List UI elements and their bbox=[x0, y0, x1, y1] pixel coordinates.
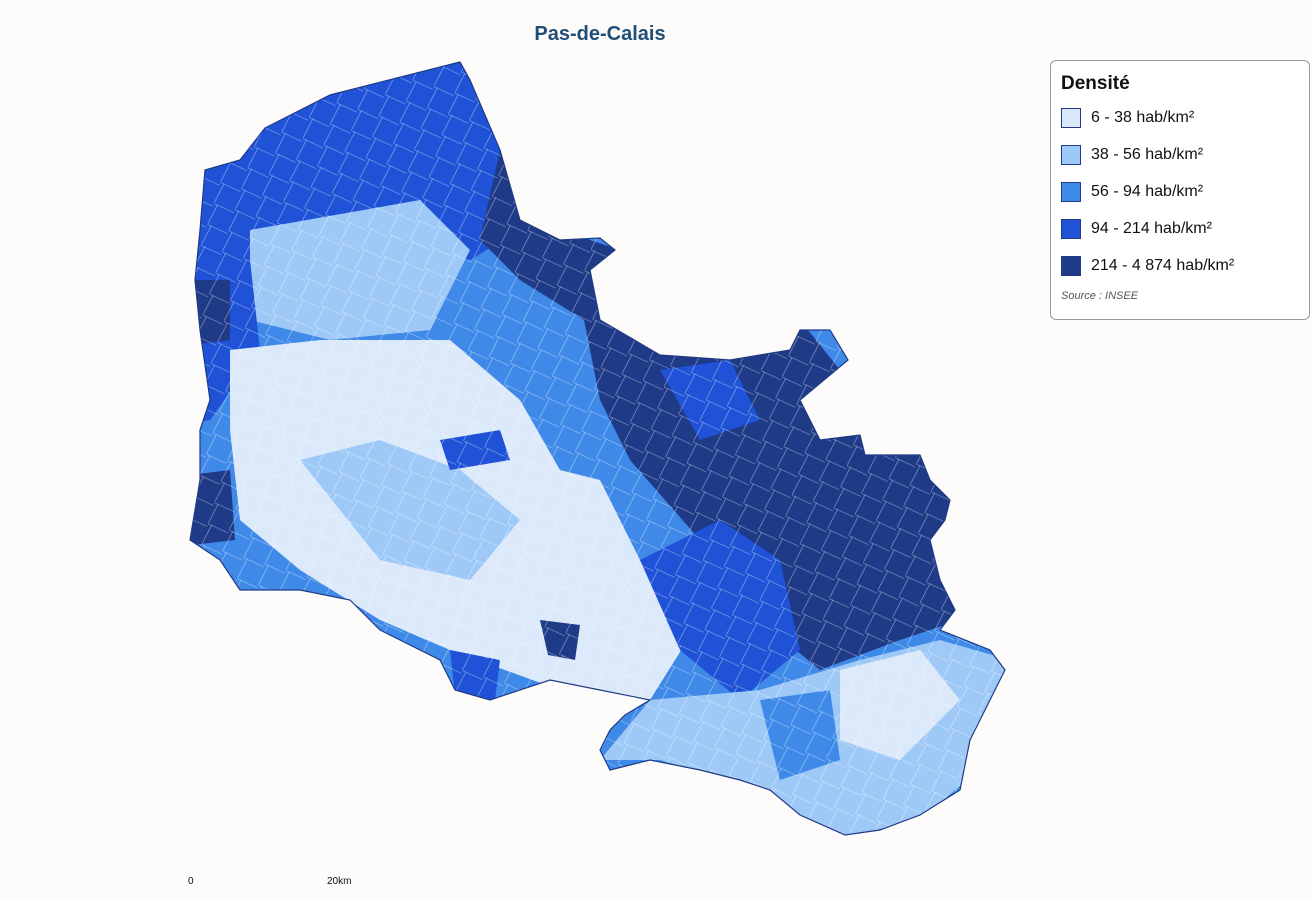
legend-label: 56 - 94 hab/km² bbox=[1091, 182, 1204, 200]
legend-item: 94 - 214 hab/km² bbox=[1061, 210, 1299, 247]
source: Source : INSEE bbox=[1061, 290, 1139, 302]
map-title: Pas-de-Calais bbox=[534, 23, 665, 45]
commune-borders bbox=[190, 62, 1005, 835]
legend-item: 38 - 56 hab/km² bbox=[1061, 136, 1299, 173]
legend-label: 6 - 38 hab/km² bbox=[1091, 108, 1195, 126]
legend-label: 38 - 56 hab/km² bbox=[1091, 145, 1204, 163]
legend-label: 94 - 214 hab/km² bbox=[1091, 219, 1212, 237]
legend-swatch bbox=[1061, 218, 1081, 239]
legend-swatch bbox=[1061, 144, 1081, 165]
legend-swatch bbox=[1061, 255, 1081, 276]
legend-item: 214 - 4 874 hab/km² bbox=[1061, 247, 1299, 284]
legend-title: Densité bbox=[1061, 73, 1130, 94]
legend-item: 56 - 94 hab/km² bbox=[1061, 173, 1299, 210]
legend-items: 6 - 38 hab/km² 38 - 56 hab/km² 56 - 94 hab… bbox=[1061, 99, 1299, 284]
legend: Densité 6 - 38 hab/km² 38 - 56 hab/km² 56 … bbox=[1050, 60, 1310, 320]
legend-swatch bbox=[1061, 107, 1081, 128]
scale-label: 20km bbox=[327, 876, 352, 887]
legend-swatch bbox=[1061, 181, 1081, 202]
legend-label: 214 - 4 874 hab/km² bbox=[1091, 256, 1235, 274]
scale-label: 0 bbox=[188, 876, 194, 887]
legend-item: 6 - 38 hab/km² bbox=[1061, 99, 1299, 136]
communes bbox=[190, 62, 1005, 835]
map: Pas-de-Calais bbox=[189, 23, 1006, 836]
